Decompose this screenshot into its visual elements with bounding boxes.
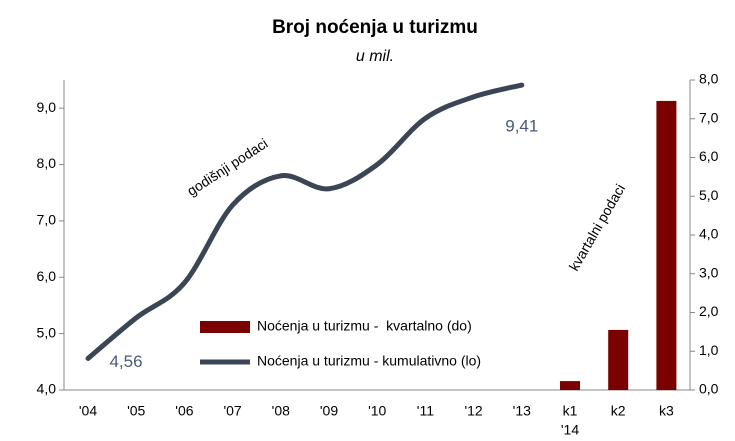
x-tick-label: '06 [175, 403, 193, 419]
y2-tick-label: 8,0 [699, 71, 719, 87]
y2-tick-label: 4,0 [699, 226, 719, 242]
x-tick-label: '10 [368, 403, 386, 419]
annotation: godišnji podaci [184, 135, 270, 199]
y-tick-label: 6,0 [37, 268, 57, 284]
y-tick-label: 7,0 [37, 212, 57, 228]
y2-tick-label: 0,0 [699, 381, 719, 397]
y2-tick-label: 2,0 [699, 303, 719, 319]
data-label: 4,56 [109, 352, 142, 371]
x-tick-label: '04 [79, 403, 97, 419]
y2-tick-label: 6,0 [699, 148, 719, 164]
y-tick-label: 4,0 [37, 381, 57, 397]
x-tick-label: '12 [464, 403, 482, 419]
chart-subtitle: u mil. [356, 48, 394, 65]
legend-label: Noćenja u turizmu - kumulativno (lo) [257, 353, 481, 369]
x-tick-label: '07 [223, 403, 241, 419]
x-tick-label: '08 [272, 403, 290, 419]
x-tick-label: '05 [127, 403, 145, 419]
x-tick-sublabel: '14 [561, 422, 579, 438]
y-tick-label: 8,0 [37, 155, 57, 171]
x-tick-label: k1 [563, 403, 578, 419]
data-label: 9,41 [505, 117, 538, 136]
y2-tick-label: 3,0 [699, 264, 719, 280]
x-tick-label: '11 [417, 403, 434, 419]
y-tick-label: 5,0 [37, 324, 57, 340]
x-tick-label: '13 [513, 403, 531, 419]
bar [656, 100, 677, 391]
x-tick-label: k3 [659, 403, 674, 419]
bar [560, 381, 580, 390]
y2-tick-label: 7,0 [699, 109, 719, 125]
y2-tick-label: 5,0 [699, 187, 719, 203]
chart-title: Broj noćenja u turizmu [272, 17, 478, 38]
legend-label: Noćenja u turizmu - kvartalno (do) [257, 318, 472, 334]
x-tick-label: '09 [320, 403, 338, 419]
y-tick-label: 9,0 [37, 99, 57, 115]
legend-swatch [200, 321, 250, 333]
line [85, 82, 525, 361]
annotation: kvartalni podaci [566, 181, 628, 273]
x-tick-label: k2 [611, 403, 626, 419]
y2-tick-label: 1,0 [699, 342, 719, 358]
bar [608, 329, 629, 390]
